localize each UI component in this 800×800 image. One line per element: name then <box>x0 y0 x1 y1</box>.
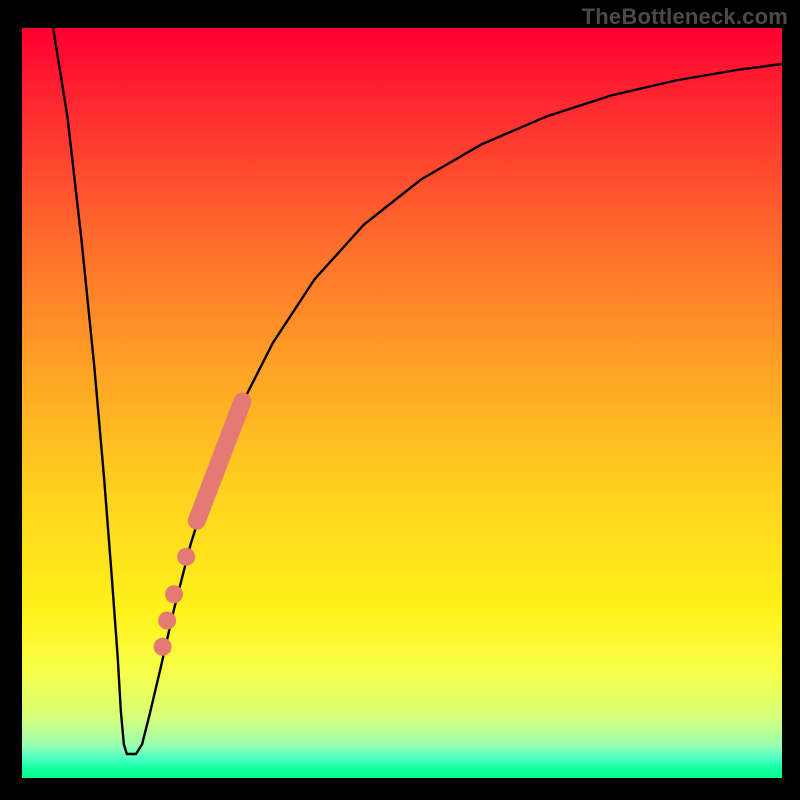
highlight-dot <box>158 612 176 630</box>
plot-gradient-background <box>22 28 782 778</box>
chart-frame: { "watermark": { "text": "TheBottleneck.… <box>0 0 800 800</box>
highlight-dot <box>177 548 195 566</box>
highlight-dot <box>154 638 172 656</box>
highlight-dot <box>165 585 183 603</box>
watermark-text: TheBottleneck.com <box>582 4 788 30</box>
chart-svg <box>0 0 800 800</box>
